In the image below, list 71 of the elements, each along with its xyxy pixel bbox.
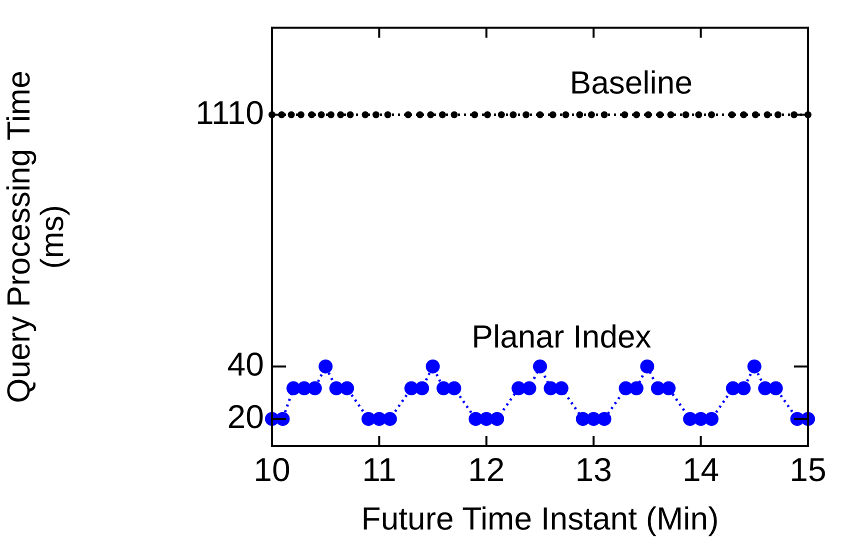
point <box>752 111 759 118</box>
point <box>549 111 556 118</box>
point <box>427 111 434 118</box>
point <box>621 111 628 118</box>
point <box>764 111 771 118</box>
point <box>662 381 676 396</box>
point <box>522 111 530 118</box>
point <box>498 111 505 118</box>
point <box>337 111 344 118</box>
point <box>576 111 584 118</box>
point <box>536 111 544 118</box>
point <box>318 111 325 118</box>
point <box>640 359 654 374</box>
point <box>562 111 570 118</box>
point <box>426 359 440 374</box>
point <box>327 111 334 118</box>
x-tick-label: 12 <box>468 450 505 488</box>
point <box>288 111 295 118</box>
point <box>740 111 748 118</box>
point <box>415 381 430 396</box>
point <box>340 381 354 396</box>
x-tick-label: 15 <box>790 450 826 488</box>
point <box>597 412 612 426</box>
point <box>362 111 369 118</box>
point <box>382 412 397 426</box>
point <box>682 111 690 118</box>
point <box>708 111 716 118</box>
x-tick-label: 13 <box>575 450 612 488</box>
point <box>600 111 608 118</box>
point <box>656 111 664 118</box>
point <box>533 359 547 374</box>
point <box>644 111 652 118</box>
point <box>695 111 702 118</box>
point <box>768 381 783 396</box>
point <box>490 412 504 426</box>
point <box>554 381 568 396</box>
legend-label: Baseline <box>570 64 692 101</box>
point <box>447 381 462 396</box>
point <box>736 381 751 396</box>
series-label: Planar Index <box>472 318 652 354</box>
point <box>484 111 491 118</box>
y-axis-title: Query Processing Time (ms) <box>0 70 70 404</box>
point <box>747 359 762 374</box>
point <box>297 111 304 118</box>
point <box>471 111 478 118</box>
x-tick-label: 10 <box>254 450 290 488</box>
point <box>522 381 536 396</box>
point <box>438 111 446 118</box>
point <box>384 111 392 118</box>
point <box>308 381 322 396</box>
x-tick-label: 14 <box>682 450 720 488</box>
point <box>629 381 644 396</box>
point <box>346 111 354 118</box>
point <box>704 412 719 426</box>
point <box>372 111 380 118</box>
point <box>632 111 640 118</box>
x-axis-title: Future Time Instant (Min) <box>361 500 719 537</box>
point <box>510 111 517 118</box>
point <box>588 111 595 118</box>
point <box>318 359 333 374</box>
point <box>667 111 674 118</box>
x-tick-label: 11 <box>362 450 396 488</box>
y-tick-label: 40 <box>227 346 264 383</box>
y-tick-label: 20 <box>227 398 264 436</box>
point <box>404 111 412 118</box>
y-tick-label: 1110 <box>195 94 264 131</box>
point <box>308 111 316 118</box>
point <box>774 111 782 118</box>
point <box>728 111 736 118</box>
point <box>450 111 458 118</box>
point <box>416 111 424 118</box>
